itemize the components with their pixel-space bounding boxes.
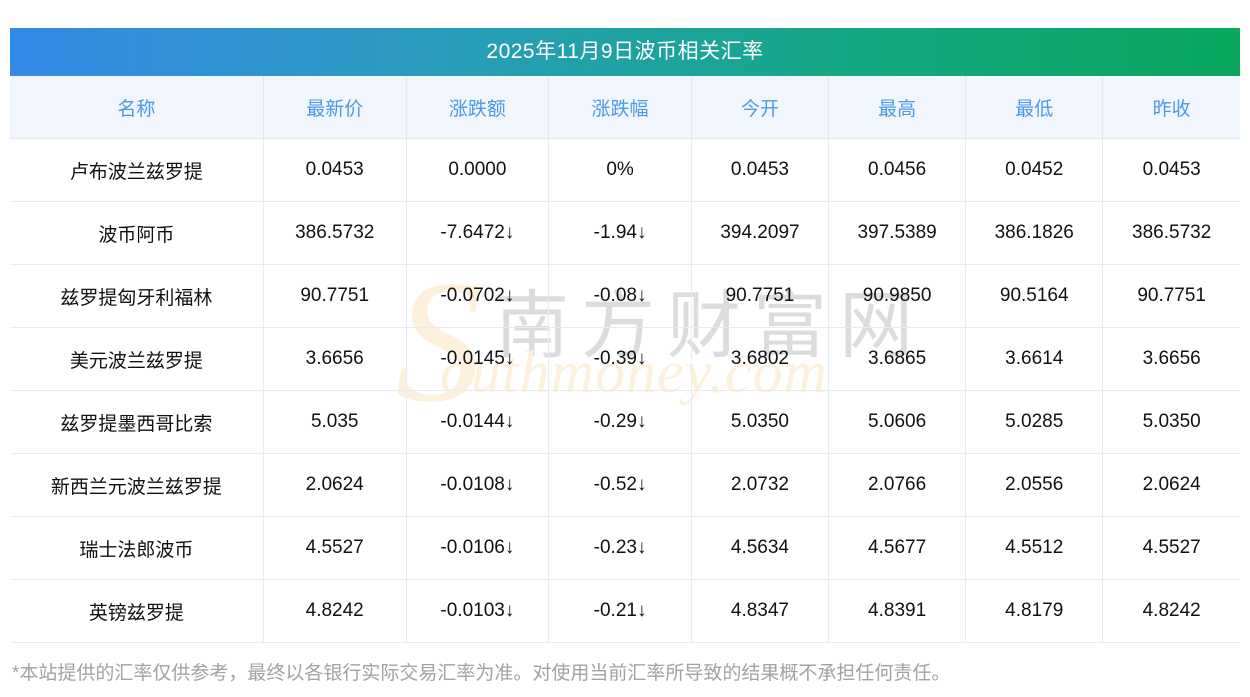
cell-low-price: 386.1826 xyxy=(965,201,1104,265)
cell-high-price: 397.5389 xyxy=(828,201,967,265)
table-row[interactable]: 波币阿币 386.5732 -7.6472↓ -1.94↓ 394.2097 397.53… xyxy=(10,201,1240,265)
cell-change-amount: -0.0106↓ xyxy=(406,516,550,580)
cell-prev-close: 4.5527 xyxy=(1102,516,1240,580)
cell-high-price: 5.0606 xyxy=(828,390,967,454)
cell-high-price: 2.0766 xyxy=(828,453,967,517)
cell-change-amount: -0.0103↓ xyxy=(406,579,550,643)
cell-last-price: 5.035 xyxy=(263,390,407,454)
cell-prev-close: 90.7751 xyxy=(1102,264,1240,328)
cell-prev-close: 5.0350 xyxy=(1102,390,1240,454)
page-title: 2025年11月9日波币相关汇率 xyxy=(10,28,1240,76)
cell-low-price: 3.6614 xyxy=(965,327,1104,391)
cell-currency-name[interactable]: 兹罗提匈牙利福林 xyxy=(10,264,264,328)
table-body: 卢布波兰兹罗提 0.0453 0.0000 0% 0.0453 0.0456 0.0452 0… xyxy=(10,138,1240,643)
cell-change-percent: -1.94↓ xyxy=(548,201,692,265)
cell-low-price: 4.8179 xyxy=(965,579,1104,643)
table-row[interactable]: 新西兰元波兰兹罗提 2.0624 -0.0108↓ -0.52↓ 2.0732 2.076… xyxy=(10,453,1240,517)
cell-currency-name[interactable]: 波币阿币 xyxy=(10,201,264,265)
cell-last-price: 386.5732 xyxy=(263,201,407,265)
cell-last-price: 4.5527 xyxy=(263,516,407,580)
cell-prev-close: 2.0624 xyxy=(1102,453,1240,517)
cell-low-price: 0.0452 xyxy=(965,138,1104,202)
cell-open-price: 90.7751 xyxy=(691,264,830,328)
rates-table-container: S 南方财富网 outhmoney.com 名称 最新价 涨跌额 涨跌幅 今开 … xyxy=(10,76,1240,643)
cell-open-price: 4.5634 xyxy=(691,516,830,580)
cell-open-price: 5.0350 xyxy=(691,390,830,454)
column-header-last[interactable]: 最新价 xyxy=(263,76,407,139)
cell-change-amount: 0.0000 xyxy=(406,138,550,202)
cell-currency-name[interactable]: 新西兰元波兰兹罗提 xyxy=(10,453,264,517)
table-row[interactable]: 兹罗提墨西哥比索 5.035 -0.0144↓ -0.29↓ 5.0350 5.0606 5… xyxy=(10,390,1240,454)
table-row[interactable]: 卢布波兰兹罗提 0.0453 0.0000 0% 0.0453 0.0456 0.0452 0… xyxy=(10,138,1240,202)
cell-currency-name[interactable]: 卢布波兰兹罗提 xyxy=(10,138,264,202)
cell-change-amount: -0.0145↓ xyxy=(406,327,550,391)
cell-prev-close: 3.6656 xyxy=(1102,327,1240,391)
column-header-open[interactable]: 今开 xyxy=(691,76,830,139)
cell-currency-name[interactable]: 瑞士法郎波币 xyxy=(10,516,264,580)
column-header-change[interactable]: 涨跌额 xyxy=(406,76,550,139)
cell-change-amount: -7.6472↓ xyxy=(406,201,550,265)
cell-prev-close: 0.0453 xyxy=(1102,138,1240,202)
column-header-name[interactable]: 名称 xyxy=(10,76,264,139)
cell-open-price: 3.6802 xyxy=(691,327,830,391)
cell-low-price: 4.5512 xyxy=(965,516,1104,580)
cell-prev-close: 4.8242 xyxy=(1102,579,1240,643)
table-row[interactable]: 兹罗提匈牙利福林 90.7751 -0.0702↓ -0.08↓ 90.7751 90.9… xyxy=(10,264,1240,328)
column-header-prev-close[interactable]: 昨收 xyxy=(1102,76,1240,139)
cell-currency-name[interactable]: 英镑兹罗提 xyxy=(10,579,264,643)
cell-low-price: 90.5164 xyxy=(965,264,1104,328)
cell-change-percent: -0.52↓ xyxy=(548,453,692,517)
cell-currency-name[interactable]: 兹罗提墨西哥比索 xyxy=(10,390,264,454)
column-header-low[interactable]: 最低 xyxy=(965,76,1104,139)
cell-change-percent: -0.08↓ xyxy=(548,264,692,328)
cell-open-price: 4.8347 xyxy=(691,579,830,643)
table-row[interactable]: 英镑兹罗提 4.8242 -0.0103↓ -0.21↓ 4.8347 4.8391 4.8… xyxy=(10,579,1240,643)
cell-change-percent: -0.29↓ xyxy=(548,390,692,454)
cell-last-price: 0.0453 xyxy=(263,138,407,202)
table-header-row: 名称 最新价 涨跌额 涨跌幅 今开 最高 最低 昨收 xyxy=(10,76,1240,139)
cell-change-amount: -0.0144↓ xyxy=(406,390,550,454)
cell-low-price: 2.0556 xyxy=(965,453,1104,517)
cell-change-percent: -0.21↓ xyxy=(548,579,692,643)
cell-last-price: 3.6656 xyxy=(263,327,407,391)
disclaimer-text: *本站提供的汇率仅供参考，最终以各银行实际交易汇率为准。对使用当前汇率所导致的结… xyxy=(12,663,951,684)
cell-change-percent: -0.23↓ xyxy=(548,516,692,580)
cell-change-percent: -0.39↓ xyxy=(548,327,692,391)
table-row[interactable]: 美元波兰兹罗提 3.6656 -0.0145↓ -0.39↓ 3.6802 3.6865 3… xyxy=(10,327,1240,391)
column-header-high[interactable]: 最高 xyxy=(828,76,967,139)
cell-change-amount: -0.0702↓ xyxy=(406,264,550,328)
cell-change-percent: 0% xyxy=(548,138,692,202)
column-header-change-pct[interactable]: 涨跌幅 xyxy=(548,76,692,139)
cell-last-price: 2.0624 xyxy=(263,453,407,517)
cell-open-price: 0.0453 xyxy=(691,138,830,202)
table-header: 名称 最新价 涨跌额 涨跌幅 今开 最高 最低 昨收 xyxy=(10,76,1240,139)
cell-currency-name[interactable]: 美元波兰兹罗提 xyxy=(10,327,264,391)
cell-high-price: 0.0456 xyxy=(828,138,967,202)
cell-high-price: 4.8391 xyxy=(828,579,967,643)
cell-high-price: 3.6865 xyxy=(828,327,967,391)
cell-last-price: 4.8242 xyxy=(263,579,407,643)
exchange-rates-table: 名称 最新价 涨跌额 涨跌幅 今开 最高 最低 昨收 卢布波兰兹罗提 0.0453… xyxy=(10,76,1240,643)
table-row[interactable]: 瑞士法郎波币 4.5527 -0.0106↓ -0.23↓ 4.5634 4.5677 4.… xyxy=(10,516,1240,580)
cell-high-price: 90.9850 xyxy=(828,264,967,328)
cell-high-price: 4.5677 xyxy=(828,516,967,580)
cell-change-amount: -0.0108↓ xyxy=(406,453,550,517)
cell-open-price: 2.0732 xyxy=(691,453,830,517)
cell-low-price: 5.0285 xyxy=(965,390,1104,454)
cell-prev-close: 386.5732 xyxy=(1102,201,1240,265)
cell-open-price: 394.2097 xyxy=(691,201,830,265)
cell-last-price: 90.7751 xyxy=(263,264,407,328)
